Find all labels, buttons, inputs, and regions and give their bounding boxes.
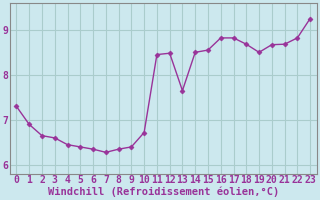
X-axis label: Windchill (Refroidissement éolien,°C): Windchill (Refroidissement éolien,°C) bbox=[48, 187, 279, 197]
